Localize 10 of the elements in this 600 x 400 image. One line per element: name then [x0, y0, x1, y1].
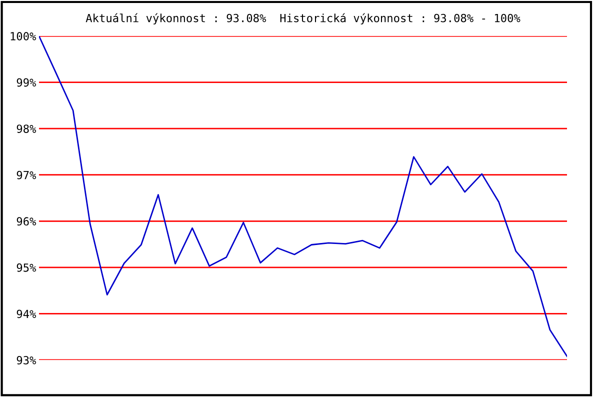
line-series — [39, 36, 567, 357]
y-tick-label: 93% — [16, 356, 36, 364]
chart-title: Aktuální výkonnost : 93.08% Historická výkonnost : 93.08% - 100% — [86, 13, 520, 24]
y-tick-label: 100% — [10, 32, 36, 40]
y-tick-label: 98% — [16, 124, 36, 133]
y-tick-label: 99% — [16, 78, 36, 87]
y-tick-label: 97% — [16, 170, 36, 180]
y-tick-label: 94% — [16, 310, 36, 318]
y-tick-label: 95% — [16, 263, 36, 272]
y-tick-label: 96% — [16, 217, 36, 226]
